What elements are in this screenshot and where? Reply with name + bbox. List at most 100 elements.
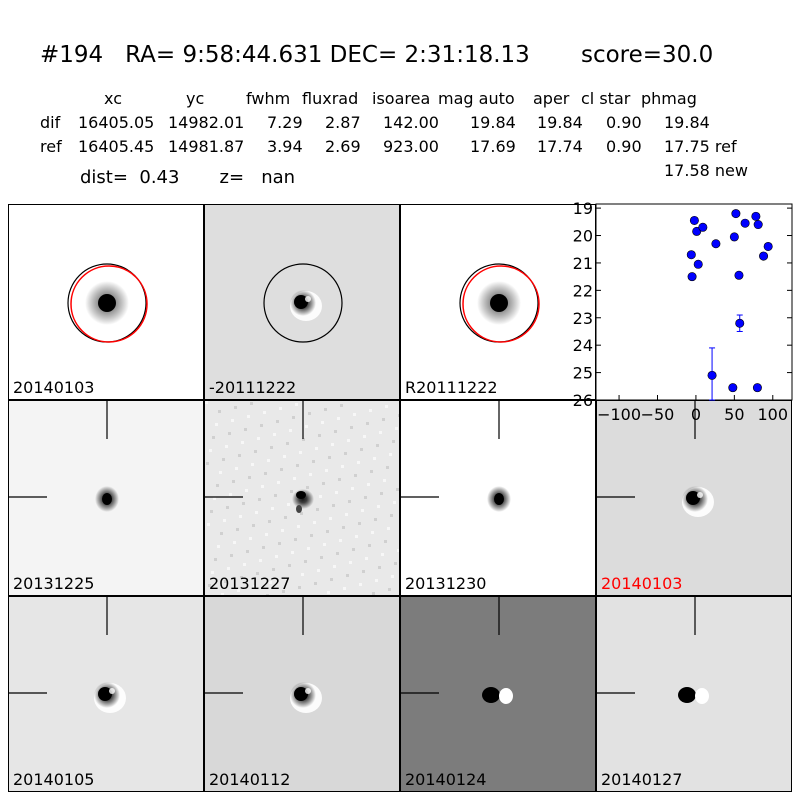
dif-mag-auto: 19.84 [470,113,516,132]
ref-aperture-circle [462,265,540,343]
aperture-circle [263,263,343,343]
noise-pixel [377,505,380,508]
noise-pixel [333,565,336,568]
stamp-date-label: -20111222 [209,378,297,397]
data-point [687,272,697,282]
noise-pixel [385,405,388,408]
noise-pixel [205,401,208,404]
noise-pixel [250,402,253,405]
source-blob [695,688,709,704]
stamp-panel: -20111222 [204,204,400,400]
noise-pixel [339,539,342,542]
noise-pixel [279,407,282,410]
noise-pixel [330,578,333,581]
noise-pixel [322,482,325,485]
stamp-image [597,401,714,517]
noise-pixel [217,545,220,548]
noise-pixel [260,424,263,427]
noise-pixel [381,553,384,556]
noise-pixel [266,594,269,595]
noise-pixel [240,576,243,579]
data-point [759,251,769,261]
data-point [729,232,739,242]
noise-pixel [296,464,299,467]
noise-pixel [265,533,268,536]
stamp-image [205,597,322,713]
noise-pixel [305,425,308,428]
stamp-image [205,401,399,595]
noise-pixel [389,453,392,456]
stamp-panel: R20111222 [400,204,596,400]
noise-pixel [267,459,270,462]
source-blob [305,688,311,694]
noise-pixel [211,571,214,574]
noise-pixel [258,498,261,501]
stamp-date-label: 20140103 [601,574,683,593]
noise-pixel [315,447,318,450]
noise-pixel [292,416,295,419]
noise-pixel [390,514,393,517]
noise-pixel [231,419,234,422]
noise-pixel [393,501,396,504]
noise-pixel [302,438,305,441]
data-point [689,215,699,225]
col-header-fluxrad: fluxrad [302,89,359,108]
stamp-panel: 20131227 [204,400,400,596]
noise-pixel [215,423,218,426]
noise-pixel [229,493,232,496]
noise-pixel [362,570,365,573]
noise-pixel [396,488,399,491]
noise-pixel [259,559,262,562]
noise-pixel [365,557,368,560]
noise-pixel [287,503,290,506]
data-point [734,270,744,280]
col-header-fwhm: fwhm [246,89,291,108]
row-label-dif: dif [40,113,61,132]
data-point [693,259,703,269]
dif-aper: 19.84 [537,113,583,132]
noise-pixel [375,579,378,582]
noise-pixel [255,511,258,514]
noise-pixel [337,417,340,420]
noise-pixel [368,544,371,547]
noise-pixel [347,439,350,442]
noise-pixel [286,442,289,445]
noise-pixel [222,458,225,461]
noise-pixel [297,525,300,528]
noise-pixel [358,522,361,525]
dif-phmag: 19.84 [664,113,710,132]
noise-pixel [355,535,358,538]
noise-pixel [289,429,292,432]
noise-pixel [351,487,354,490]
ref-yc: 14981.87 [168,137,245,156]
noise-pixel [340,404,343,407]
noise-pixel [299,451,302,454]
noise-pixel [273,433,276,436]
noise-pixel [212,436,215,439]
ref-cl-star: 0.90 [606,137,642,156]
noise-pixel [253,585,256,588]
noise-pixel [290,490,293,493]
data-point [753,220,763,230]
noise-pixel [295,403,298,406]
noise-pixel [313,521,316,524]
noise-pixel [247,415,250,418]
noise-pixel [314,582,317,585]
noise-pixel [350,426,353,429]
noise-pixel [384,540,387,543]
noise-pixel [207,523,210,526]
noise-pixel [226,506,229,509]
stamp-image [459,263,540,343]
source-blob [499,688,513,704]
noise-pixel [324,408,327,411]
stamp-image [597,597,709,704]
noise-pixel [386,466,389,469]
noise-pixel [263,411,266,414]
noise-pixel [323,543,326,546]
stamp-date-label: 20140112 [209,770,291,789]
noise-pixel [398,414,399,417]
dif-yc: 14982.01 [168,113,245,132]
noise-pixel [206,462,209,465]
noise-pixel [241,441,244,444]
noise-pixel [348,500,351,503]
